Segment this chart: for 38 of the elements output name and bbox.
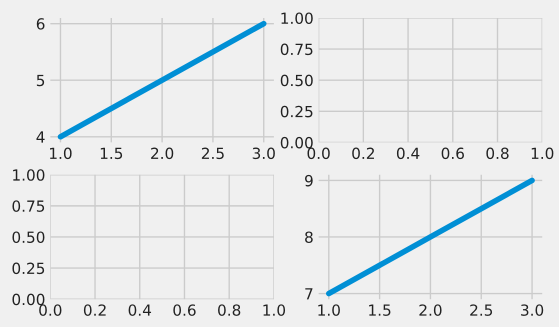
y-tick-label: 0.25 [12,262,44,274]
y-tick-label: 6 [36,18,44,30]
y-tick-label: 4 [36,131,45,143]
x-tick-label: 0.0 [39,304,62,316]
x-tick-label: 0.0 [307,148,330,160]
x-tick-label: 2.0 [151,148,174,160]
y-tick-label: 1.00 [13,169,44,181]
y-tick-label: 0.50 [12,231,44,244]
x-tick-label: 1.5 [100,148,122,160]
x-tick-label: 3.0 [252,148,275,160]
x-tick-label: 0.4 [128,304,152,316]
x-tick-label: 2.5 [470,304,492,316]
y-tick-label: 0.75 [12,200,44,212]
y-tick-label: 5 [36,74,44,86]
x-tick-label: 0.8 [218,304,240,316]
x-tick-label: 0.6 [442,148,464,160]
y-tick-label: 9 [305,174,313,186]
x-tick-label: 0.4 [396,148,420,160]
y-tick-label: 0.00 [280,136,313,148]
x-tick-label: 1.0 [318,304,340,316]
y-tick-label: 0.25 [280,106,312,118]
x-tick-label: 1.5 [369,304,390,316]
x-tick-label: 0.2 [84,304,106,316]
y-tick-label: 7 [305,288,312,300]
y-tick-label: 0.75 [280,44,312,56]
x-tick-label: 2.5 [202,148,224,160]
y-tick-label: 0.00 [12,294,44,306]
x-tick-label: 0.2 [352,148,374,160]
x-tick-label: 1.0 [263,304,286,316]
y-tick-label: 8 [305,231,313,244]
x-tick-label: 3.0 [521,304,544,316]
y-tick-label: 1.00 [281,12,313,24]
x-tick-label: 1.0 [50,148,72,160]
y-tick-label: 0.50 [280,74,313,86]
x-tick-label: 0.8 [486,148,509,160]
x-tick-label: 2.0 [419,304,442,316]
x-tick-label: 1.0 [532,148,554,160]
x-tick-label: 0.6 [173,304,196,316]
